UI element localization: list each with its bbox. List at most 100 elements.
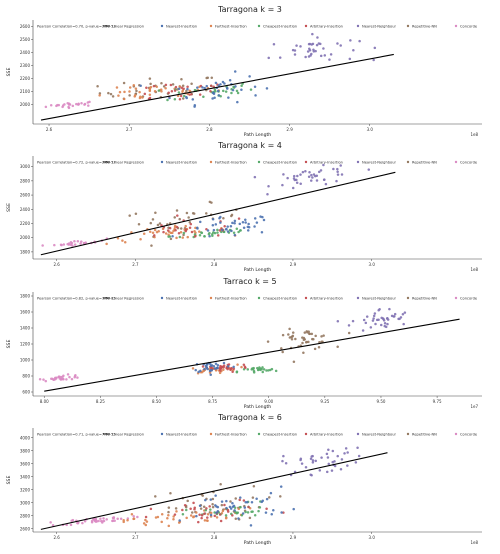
data-point-repetitive-nn xyxy=(303,331,307,334)
legend-marker xyxy=(454,296,458,300)
data-point-nearest-neighbour xyxy=(295,178,298,182)
data-point-nearest-neighbour xyxy=(375,318,379,322)
data-point-nearest-insertion xyxy=(236,100,239,104)
data-point-concorde xyxy=(92,517,95,521)
data-point-farthest-insertion xyxy=(134,87,138,90)
data-point-farthest-insertion xyxy=(132,84,136,87)
data-point-nearest-insertion xyxy=(233,221,236,225)
data-point-concorde xyxy=(49,103,53,107)
data-point-farthest-insertion xyxy=(195,511,198,514)
data-point-nearest-neighbour xyxy=(295,181,299,184)
data-point-nearest-insertion xyxy=(191,98,195,101)
data-point-arbitrary-insertion xyxy=(223,224,226,228)
data-point-nearest-insertion xyxy=(265,87,269,90)
data-point-concorde xyxy=(38,377,42,381)
data-point-repetitive-nn xyxy=(202,505,206,508)
data-point-nearest-neighbour xyxy=(311,461,315,464)
data-point-concorde xyxy=(67,242,71,245)
legend-label: Linear Regression xyxy=(112,161,144,165)
data-point-farthest-insertion xyxy=(181,236,184,239)
data-point-nearest-neighbour xyxy=(299,173,302,176)
data-point-concorde xyxy=(75,102,78,106)
data-point-concorde xyxy=(80,240,83,243)
data-point-cheapest-insertion xyxy=(222,89,225,93)
data-point-nearest-insertion xyxy=(241,512,245,515)
data-point-nearest-insertion xyxy=(226,230,230,233)
data-point-nearest-insertion xyxy=(209,364,213,368)
x-offset-text: 1e8 xyxy=(470,540,478,545)
data-point-nearest-neighbour xyxy=(314,459,317,463)
data-point-arbitrary-insertion xyxy=(162,230,165,234)
data-point-cheapest-insertion xyxy=(250,368,253,371)
legend-marker xyxy=(160,432,164,436)
data-point-cheapest-insertion xyxy=(202,95,205,99)
legend-label: Concorde xyxy=(460,433,478,437)
data-point-nearest-neighbour xyxy=(296,174,299,178)
data-point-nearest-neighbour xyxy=(308,47,311,50)
data-point-concorde xyxy=(77,102,80,106)
data-point-cheapest-insertion xyxy=(198,233,202,237)
data-point-repetitive-nn xyxy=(175,209,179,212)
scatter-points xyxy=(41,163,371,247)
legend-correlation-text: Pearson Correlation=0.72, p-value=2.8e-5… xyxy=(37,161,116,165)
legend-label: Arbitrary-Insertion xyxy=(310,25,343,29)
data-point-repetitive-nn xyxy=(182,233,185,237)
data-point-arbitrary-insertion xyxy=(229,368,232,371)
data-point-nearest-neighbour xyxy=(367,168,371,171)
data-point-nearest-insertion xyxy=(228,505,232,509)
data-point-cheapest-insertion xyxy=(265,369,268,372)
data-point-farthest-insertion xyxy=(225,516,228,519)
legend: Pearson Correlation=0.71, p-value=7.1e-5… xyxy=(37,433,478,437)
data-point-repetitive-nn xyxy=(234,517,238,520)
y-tick-label: 1000 xyxy=(20,358,31,363)
data-point-farthest-insertion xyxy=(128,90,131,93)
data-point-arbitrary-insertion xyxy=(231,514,234,517)
data-point-nearest-insertion xyxy=(249,524,253,527)
data-point-farthest-insertion xyxy=(185,516,188,520)
data-point-nearest-neighbour xyxy=(382,319,386,322)
data-point-repetitive-nn xyxy=(171,83,175,86)
data-point-nearest-insertion xyxy=(203,367,206,371)
data-point-concorde xyxy=(62,374,65,378)
y-tick-label: 1200 xyxy=(20,342,31,347)
data-point-cheapest-insertion xyxy=(239,229,242,232)
data-point-farthest-insertion xyxy=(173,225,177,229)
data-point-farthest-insertion xyxy=(175,510,178,513)
data-point-nearest-insertion xyxy=(194,368,197,372)
legend-marker xyxy=(209,160,213,164)
data-point-arbitrary-insertion xyxy=(203,512,206,516)
data-point-nearest-neighbour xyxy=(291,186,295,190)
data-point-repetitive-nn xyxy=(307,330,310,333)
data-point-nearest-neighbour xyxy=(295,44,298,47)
data-point-concorde xyxy=(53,243,56,247)
data-point-repetitive-nn xyxy=(128,214,131,217)
data-point-nearest-neighbour xyxy=(346,451,349,454)
data-point-nearest-insertion xyxy=(227,96,230,99)
data-point-repetitive-nn xyxy=(154,495,157,498)
data-point-nearest-neighbour xyxy=(335,179,338,183)
data-point-nearest-neighbour xyxy=(315,174,319,177)
y-tick-label: 2800 xyxy=(20,513,31,518)
data-point-nearest-neighbour xyxy=(358,39,361,43)
x-tick-label: 2.7 xyxy=(126,127,133,132)
data-point-nearest-insertion xyxy=(139,84,142,88)
data-point-arbitrary-insertion xyxy=(193,507,196,511)
data-point-nearest-insertion xyxy=(199,369,202,373)
data-point-nearest-neighbour xyxy=(312,173,316,176)
data-point-arbitrary-insertion xyxy=(167,91,170,95)
data-point-farthest-insertion xyxy=(189,514,193,517)
data-point-repetitive-nn xyxy=(160,82,163,85)
data-point-arbitrary-insertion xyxy=(226,510,230,513)
data-point-repetitive-nn xyxy=(268,496,271,499)
data-point-nearest-insertion xyxy=(232,365,235,369)
data-point-repetitive-nn xyxy=(219,482,222,486)
data-point-arbitrary-insertion xyxy=(174,229,177,232)
data-point-concorde xyxy=(44,379,48,383)
data-point-repetitive-nn xyxy=(206,76,210,79)
data-point-concorde xyxy=(62,243,66,246)
x-tick-label: 2.6 xyxy=(53,262,60,267)
data-point-repetitive-nn xyxy=(320,335,323,338)
data-point-repetitive-nn xyxy=(290,338,294,341)
data-point-nearest-neighbour xyxy=(356,446,359,449)
data-point-arbitrary-insertion xyxy=(174,85,178,89)
